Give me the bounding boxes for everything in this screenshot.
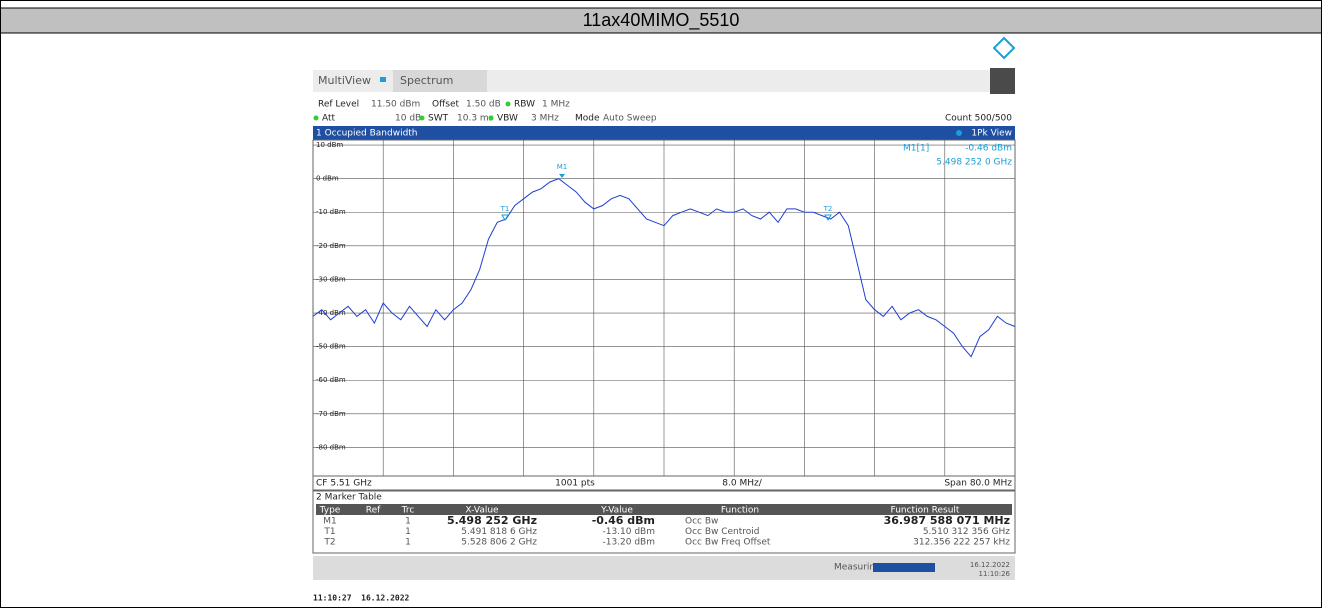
- table-cell: 5.498 252 GHz: [447, 514, 537, 527]
- y-tick-label: -20 dBm: [316, 242, 346, 250]
- table-header-cell: X-Value: [465, 506, 499, 516]
- table-header-cell: Ref: [366, 506, 381, 516]
- table-cell: 1: [405, 538, 411, 548]
- window-bar: [313, 126, 1015, 140]
- y-tick-label: -40 dBm: [316, 309, 346, 317]
- setting-value: 1 MHz: [542, 100, 570, 110]
- footer-pts: 1001 pts: [555, 479, 595, 489]
- status-state: Measuring...: [834, 563, 889, 573]
- table-header-cell: Trc: [401, 506, 415, 516]
- table-cell: 5.491 818 6 GHz: [461, 527, 537, 537]
- setting-label: SWT: [428, 114, 449, 124]
- readout-marker: M1[1]: [903, 144, 929, 154]
- y-tick-label: -50 dBm: [316, 343, 346, 351]
- table-cell: Occ Bw: [685, 517, 718, 527]
- table-cell: M1: [323, 517, 337, 527]
- table-cell: 36.987 588 071 MHz: [884, 514, 1010, 527]
- tab-icon: [380, 77, 386, 82]
- logo: [992, 36, 1016, 60]
- table-cell: Occ Bw Freq Offset: [685, 538, 771, 548]
- dropdown[interactable]: [990, 68, 1015, 94]
- marker: [559, 174, 565, 178]
- marker-table: [312, 490, 1016, 554]
- marker: [824, 214, 832, 221]
- setting-label: RBW: [514, 100, 535, 110]
- table-cell: 312.356 222 257 kHz: [913, 538, 1010, 548]
- y-tick-label: 0 dBm: [316, 175, 339, 183]
- y-tick-label: -60 dBm: [316, 376, 346, 384]
- dot: [419, 115, 425, 121]
- readout-freq: 5.498 252 0 GHz: [936, 158, 1012, 168]
- tab-bg: [393, 70, 487, 92]
- settings: Ref Level 11.50 dBm Offset 1.50 dB RBW 1…: [313, 100, 1012, 124]
- table-body: Type Ref Trc X-Value Y-Value Function Function…: [319, 506, 1011, 548]
- dot: [313, 115, 319, 121]
- table-title: 2 Marker Table: [316, 493, 382, 503]
- y-tick-label: -30 dBm: [316, 275, 346, 283]
- table-cell: T1: [323, 527, 335, 537]
- table-cell: Occ Bw Centroid: [685, 527, 760, 537]
- marker-label: T2: [823, 205, 833, 213]
- setting-value: 1.50 dB: [466, 100, 501, 110]
- setting-label: Mode: [575, 114, 600, 124]
- table-header-cell: Type: [319, 506, 341, 516]
- view-label: 1Pk View: [971, 129, 1012, 139]
- readout: M1[1] -0.46 dBm 5.498 252 0 GHz: [903, 144, 1012, 168]
- table-header-cell: Function: [721, 506, 759, 516]
- setting-label: Ref Level: [318, 100, 359, 110]
- table-cell: 1: [405, 517, 411, 527]
- table-header-cell: Y-Value: [600, 506, 633, 516]
- title-bar: [0, 7, 1322, 34]
- grid: [382, 140, 946, 476]
- window-title: 1 Occupied Bandwidth: [316, 129, 418, 139]
- dot: [488, 115, 494, 121]
- footer-cf: CF 5.51 GHz: [316, 479, 372, 489]
- setting-label: VBW: [497, 114, 518, 124]
- y-tick-label: -10 dBm: [316, 208, 346, 216]
- y-axis: 10 dBm 0 dBm -10 dBm -20 dBm -30 dBm -40 dBm -…: [313, 141, 1015, 451]
- table-cell: -0.46 dBm: [592, 514, 655, 527]
- setting-label: Offset: [432, 100, 460, 110]
- marker-label: T1: [500, 205, 510, 213]
- plot-markers: M1 T1 T2: [500, 163, 833, 221]
- table-cell: 1: [405, 527, 411, 537]
- table-cell: 5.510 312 356 GHz: [923, 527, 1010, 537]
- table-cell: -13.20 dBm: [602, 538, 655, 548]
- trace-group: [312, 178, 1016, 358]
- table-cell: T2: [323, 538, 335, 548]
- table-cell: 5.528 806 2 GHz: [461, 538, 537, 548]
- footer-bar: [312, 475, 1016, 491]
- tab-bar: [313, 70, 1015, 92]
- readout-level: -0.46 dBm: [965, 144, 1012, 154]
- table-header: [316, 504, 1012, 515]
- dot: [505, 101, 511, 107]
- count: Count 500/500: [945, 114, 1012, 124]
- y-tick-label: 10 dBm: [316, 141, 343, 149]
- tab[interactable]: MultiView: [318, 74, 371, 87]
- table-header-cell: Function Result: [891, 506, 960, 516]
- timestamp: 11:10:27 16.12.2022: [313, 594, 410, 603]
- footer-span: Span 80.0 MHz: [944, 479, 1012, 489]
- setting-value: Auto Sweep: [603, 114, 657, 124]
- y-tick-label: -80 dBm: [316, 443, 346, 451]
- setting-value: 3 MHz: [531, 114, 559, 124]
- marker-label: M1: [557, 163, 568, 171]
- setting-value: 10 dB: [395, 114, 421, 124]
- title: 11ax40MIMO_5510: [583, 10, 740, 31]
- setting-value: 11.50 dBm: [371, 100, 420, 110]
- setting-label: Att: [322, 114, 336, 124]
- y-tick-label: -70 dBm: [316, 410, 346, 418]
- progress: [873, 563, 935, 572]
- footer-div: 8.0 MHz/: [722, 479, 762, 489]
- tab[interactable]: Spectrum: [400, 74, 453, 87]
- setting-value: 10.3 ms: [457, 114, 494, 124]
- trace: [312, 178, 1016, 358]
- view-dot: [956, 130, 962, 136]
- status-date: 16.12.2022: [970, 561, 1010, 569]
- marker: [501, 214, 509, 221]
- table-cell: -13.10 dBm: [602, 527, 655, 537]
- status-time: 11:10:26: [979, 570, 1011, 578]
